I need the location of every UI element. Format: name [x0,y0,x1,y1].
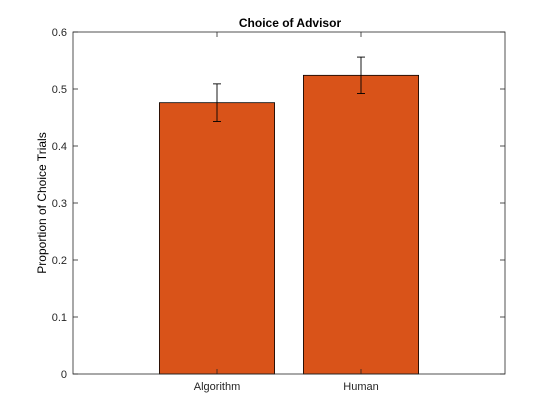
y-tick-label: 0.4 [52,141,67,153]
y-axis-label: Proportion of Choice Trials [35,132,49,273]
chart-title: Choice of Advisor [239,16,342,30]
y-tick-label: 0 [61,369,67,381]
plot-area: 0 0.1 0.2 0.3 0.4 0.5 0.6 Algorithm Human [52,27,506,393]
axes-box [72,31,506,375]
x-tick-label: Algorithm [194,381,240,393]
y-tick-label: 0.3 [52,198,67,210]
y-tick-label: 0.2 [52,255,67,267]
y-tick-label: 0.1 [52,312,67,324]
bar [158,102,275,375]
y-tick-label: 0.6 [52,27,67,39]
x-tick-label: Human [343,381,378,393]
bar [302,74,419,375]
y-tick-label: 0.5 [52,84,67,96]
